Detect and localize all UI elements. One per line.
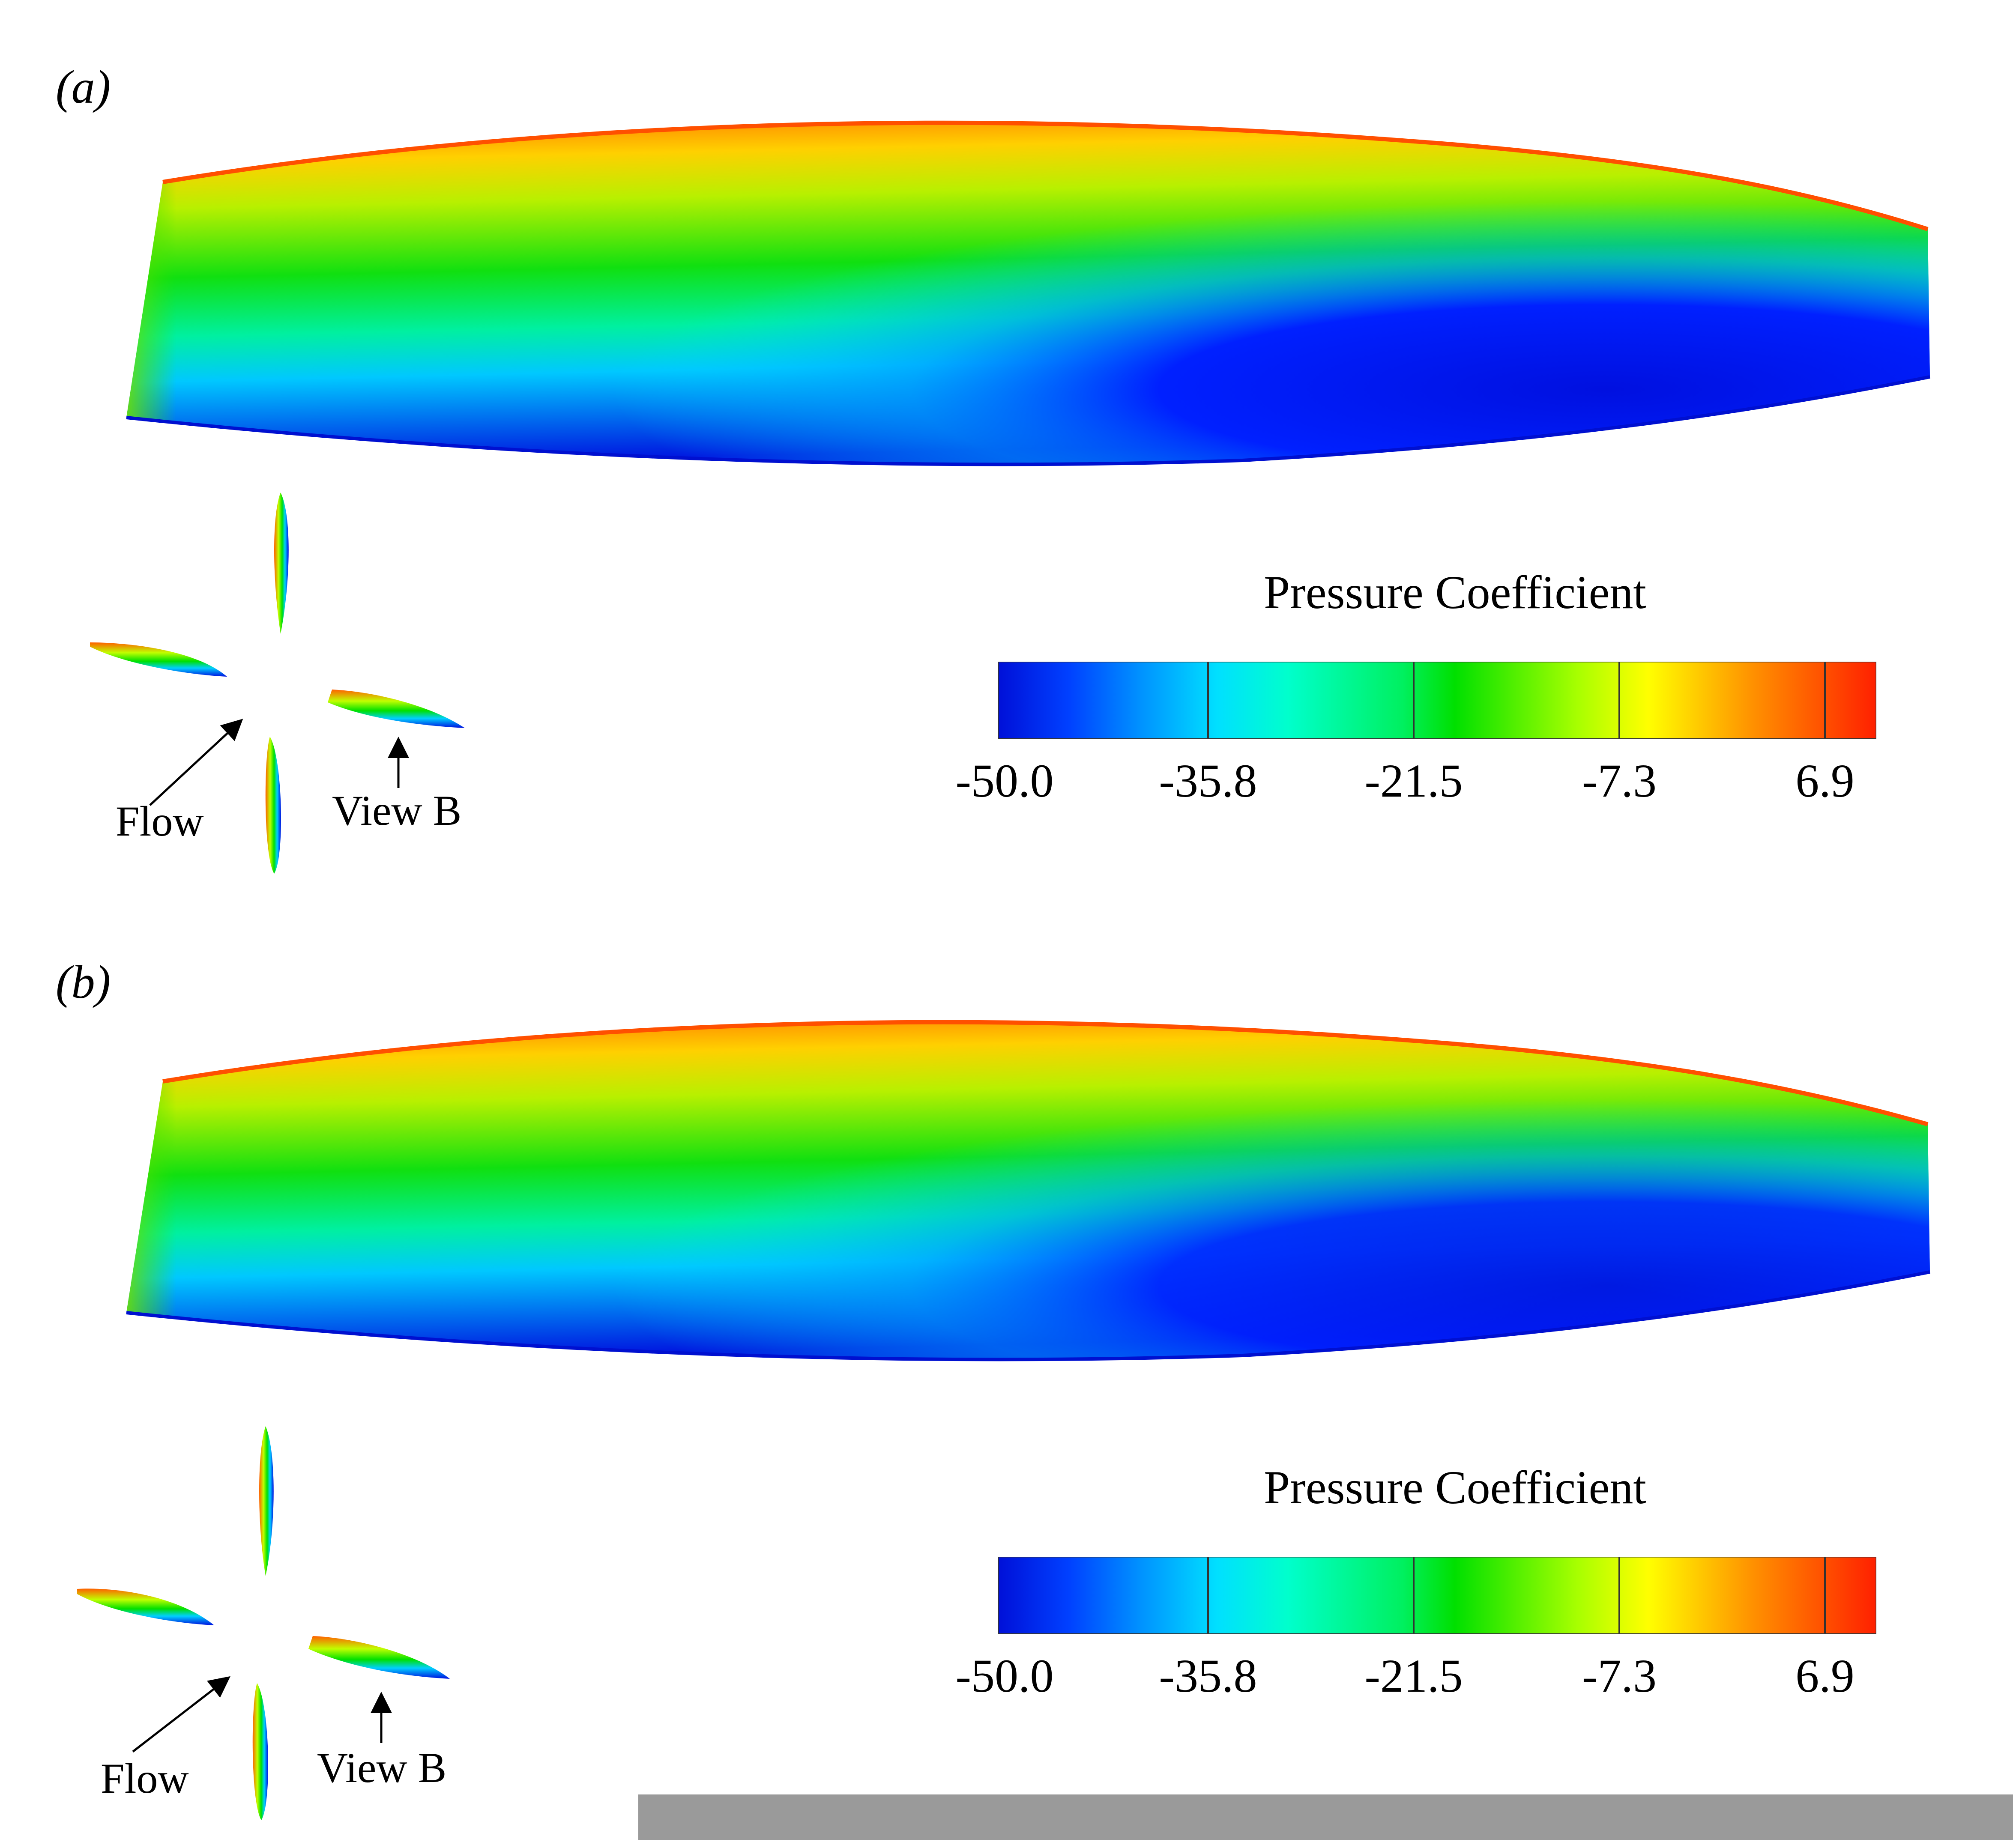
panel-label: (b) — [56, 956, 111, 1008]
propeller-blades-icon — [77, 1426, 450, 1820]
colorbar-tick: -50.0 — [955, 755, 1054, 807]
colorbar-tick: -21.5 — [1364, 755, 1463, 807]
colorbar-tick: -7.3 — [1582, 1650, 1657, 1702]
footer-bar — [638, 1794, 2013, 1840]
legend-title: Pressure Coefficient — [1264, 566, 1646, 618]
colorbar-tick: -35.8 — [1159, 1650, 1257, 1702]
propeller-inset: Flow View B — [69, 1426, 523, 1846]
propeller-blades-icon — [90, 493, 465, 874]
colorbar-tick: 6.9 — [1795, 755, 1854, 807]
legend-title: Pressure Coefficient — [1264, 1461, 1646, 1514]
blade-pressure-contour — [126, 120, 1930, 466]
panel-a: (a) Flow View B Pressure Coefficient -50… — [0, 0, 2013, 899]
flow-label: Flow — [101, 1755, 189, 1802]
panel-label: (a) — [56, 61, 111, 113]
view-b-label: View B — [317, 1744, 447, 1791]
propeller-inset: Flow View B — [69, 480, 523, 899]
colorbar-tick: -7.3 — [1582, 755, 1657, 807]
view-b-label: View B — [332, 787, 462, 834]
colorbar — [998, 1557, 1876, 1634]
colorbar-tick: -35.8 — [1159, 755, 1257, 807]
colorbar — [998, 662, 1876, 739]
blade-pressure-contour — [126, 1020, 1930, 1361]
colorbar-tick: -21.5 — [1364, 1650, 1463, 1702]
colorbar-tick: -50.0 — [955, 1650, 1054, 1702]
colorbar-tick: 6.9 — [1795, 1650, 1854, 1702]
flow-label: Flow — [116, 797, 204, 845]
panel-b: (b) Flow View B Pressure Coefficient -50… — [0, 895, 2013, 1820]
